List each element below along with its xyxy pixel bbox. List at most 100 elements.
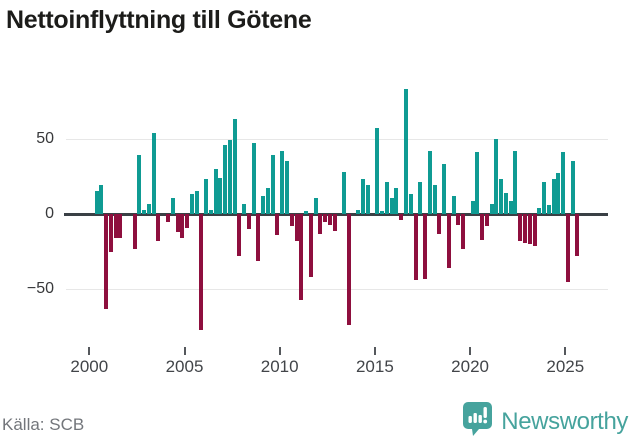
bar (232, 119, 237, 214)
bar (527, 214, 532, 245)
bar (118, 214, 123, 239)
x-axis-tick (183, 347, 186, 355)
bar (280, 150, 285, 214)
bar (494, 138, 499, 214)
bar (180, 214, 185, 239)
bar (513, 150, 518, 214)
bar (237, 214, 242, 257)
bar (313, 197, 318, 214)
y-axis-label: −50 (26, 280, 54, 298)
bar (475, 152, 480, 214)
bar (242, 203, 247, 214)
y-axis-label: 0 (45, 205, 54, 222)
bar (508, 200, 513, 214)
chart-title: Nettoinflyttning till Götene (6, 6, 312, 34)
bar (470, 200, 475, 214)
bar (356, 209, 361, 214)
x-axis-label: 2010 (260, 357, 299, 376)
bar (570, 161, 575, 214)
bar (189, 194, 194, 214)
bar (384, 182, 389, 214)
bar (199, 214, 204, 330)
bar (480, 214, 485, 240)
bar (427, 150, 432, 214)
bar (575, 214, 580, 257)
bar (137, 155, 142, 214)
bar (565, 214, 570, 282)
bar (294, 214, 299, 242)
bar (323, 214, 328, 222)
bar (389, 197, 394, 214)
bar (113, 214, 118, 239)
bar (461, 214, 466, 249)
x-axis-label: 2005 (165, 357, 204, 376)
bar (223, 144, 228, 214)
bar (270, 155, 275, 214)
bar (523, 214, 528, 243)
bar (551, 179, 556, 214)
bar (318, 214, 323, 234)
bar (208, 209, 213, 214)
bar (556, 173, 561, 214)
x-axis-tick (88, 347, 91, 355)
bar (437, 214, 442, 234)
bar (285, 161, 290, 214)
bar (361, 179, 366, 214)
bar (365, 185, 370, 214)
bar (251, 143, 256, 214)
bar (142, 209, 147, 214)
bar (532, 214, 537, 246)
bar (408, 194, 413, 214)
bar (394, 188, 399, 214)
bar (170, 197, 175, 214)
bar (156, 214, 161, 242)
newsworthy-logo[interactable]: Newsworthy (463, 402, 628, 442)
bar (256, 214, 261, 261)
x-axis-label: 2000 (70, 357, 109, 376)
bar (213, 168, 218, 214)
bar (175, 214, 180, 232)
bar (108, 214, 113, 252)
bar (275, 214, 280, 236)
x-axis-label: 2015 (355, 357, 394, 376)
bar (484, 214, 489, 226)
bar (542, 182, 547, 214)
bar (413, 214, 418, 281)
newsworthy-logo-icon (463, 402, 493, 442)
bar (442, 164, 447, 214)
x-axis-tick (373, 347, 376, 355)
gridline-50 (66, 138, 608, 140)
bar (308, 214, 313, 278)
x-axis-tick (278, 347, 281, 355)
bar (446, 214, 451, 269)
bar (94, 191, 99, 214)
bar (499, 179, 504, 214)
bar (218, 177, 223, 214)
bar (289, 214, 294, 226)
bar (304, 211, 309, 214)
bar (265, 188, 270, 214)
bar (327, 214, 332, 225)
bar (489, 203, 494, 214)
bar (99, 185, 104, 214)
x-axis-label: 2020 (451, 357, 489, 376)
x-axis-label: 2025 (546, 357, 585, 376)
bar (166, 214, 171, 222)
y-axis-label: 50 (36, 129, 54, 147)
bar (404, 89, 409, 214)
bar (346, 214, 351, 326)
bar (151, 132, 156, 214)
bar (342, 171, 347, 214)
bar (332, 214, 337, 231)
bar (456, 214, 461, 225)
bar (561, 152, 566, 214)
bar (518, 214, 523, 242)
bar (146, 203, 151, 214)
bar (375, 128, 380, 214)
bar (104, 214, 109, 309)
bar (246, 214, 251, 229)
newsworthy-logo-text: Newsworthy (501, 408, 628, 435)
bar (503, 192, 508, 214)
bar (546, 205, 551, 214)
